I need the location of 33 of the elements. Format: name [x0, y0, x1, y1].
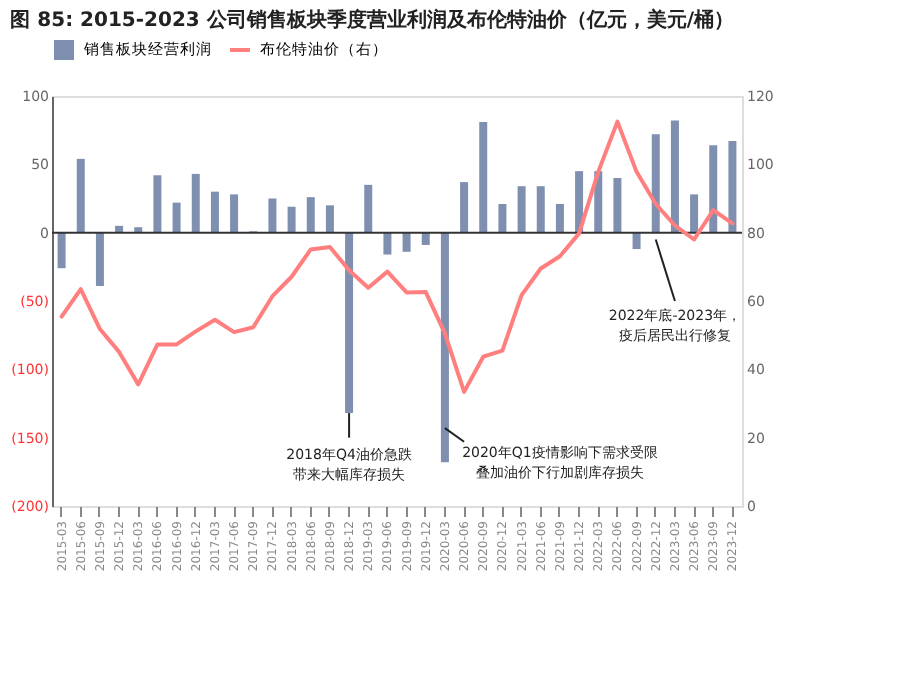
bar — [632, 232, 641, 250]
bar — [690, 194, 699, 233]
bar — [95, 232, 104, 286]
bar — [670, 120, 679, 233]
bar — [57, 232, 66, 269]
bar — [306, 197, 315, 233]
bar — [345, 232, 354, 414]
bar — [536, 186, 545, 233]
bar — [153, 175, 162, 233]
bar — [613, 178, 622, 233]
bar — [555, 203, 564, 233]
bar — [421, 232, 430, 245]
bar — [728, 141, 737, 233]
bar — [517, 186, 526, 233]
chart-title: 图 85: 2015-2023 公司销售板块季度营业利润及布伦特油价（亿元，美元/桶） — [10, 8, 735, 32]
bar — [287, 206, 296, 233]
bar — [709, 145, 718, 233]
bar — [230, 194, 239, 233]
bar — [325, 205, 334, 233]
bar — [191, 173, 200, 233]
bar — [383, 232, 392, 255]
bar — [76, 158, 85, 233]
bar — [460, 182, 469, 233]
line-series — [59, 119, 735, 394]
bar — [402, 232, 411, 252]
bar — [479, 121, 488, 233]
bar — [210, 191, 219, 233]
bar — [364, 184, 373, 233]
bar — [172, 202, 181, 233]
bar — [651, 134, 660, 233]
bar — [268, 198, 277, 233]
bar — [498, 203, 507, 233]
bar — [440, 232, 449, 463]
